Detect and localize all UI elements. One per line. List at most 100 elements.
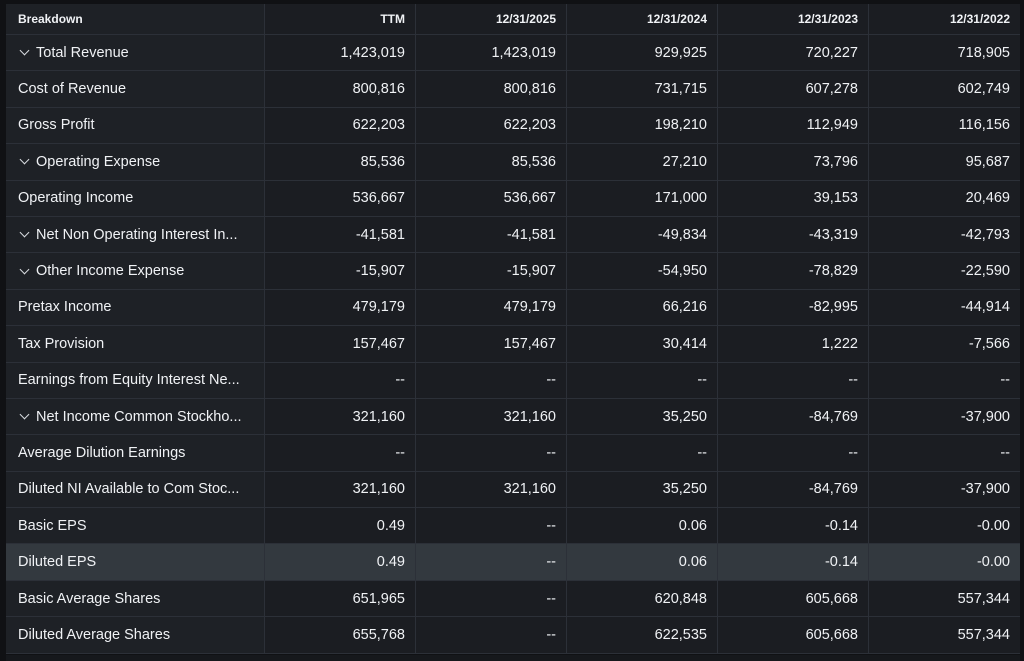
chevron-down-icon[interactable] xyxy=(19,45,30,56)
row-label-text: Net Income Common Stockho... xyxy=(36,408,242,425)
row-value-cell: 198,210 xyxy=(567,107,718,144)
chevron-down-icon[interactable] xyxy=(19,227,30,238)
row-value-cell: 0.49 xyxy=(265,508,416,544)
row-value-cell: 95,687 xyxy=(869,144,1020,180)
table-row[interactable]: Diluted EPS 0.49 -- 0.06 -0.14 -0.00 xyxy=(6,544,1020,581)
row-value-cell: -- xyxy=(718,435,869,471)
row-value-cell: 20,469 xyxy=(869,180,1020,216)
row-label[interactable]: Net Income Common Stockho... xyxy=(6,398,265,435)
row-value-cell: 112,949 xyxy=(718,107,869,144)
row-label: Basic Average Shares xyxy=(6,580,265,617)
table-row[interactable]: Other Income Expense -15,907 -15,907 -54,95… xyxy=(6,253,1020,290)
row-value-cell: 536,667 xyxy=(416,180,567,216)
table-row[interactable]: Operating Expense 85,536 85,536 27,210 73,79… xyxy=(6,144,1020,181)
row-value-cell: 655,768 xyxy=(265,617,416,653)
row-value-cell: -0.00 xyxy=(869,508,1020,544)
row-value-cell: 35,250 xyxy=(567,398,718,435)
row-value-cell: 321,160 xyxy=(416,398,567,435)
row-label-text: Diluted EPS xyxy=(18,554,97,571)
header-2022[interactable]: 12/31/2022 xyxy=(869,4,1020,34)
row-value-cell: 1,423,019 xyxy=(265,35,416,71)
row-label-text: Operating Income xyxy=(18,190,134,207)
row-label: Tax Provision xyxy=(6,326,265,362)
row-value-cell: -- xyxy=(416,617,567,653)
row-value-cell: -- xyxy=(416,508,567,544)
row-value-cell: 929,925 xyxy=(567,35,718,71)
row-value-cell: 800,816 xyxy=(416,71,567,107)
row-value-cell: 321,160 xyxy=(265,471,416,508)
row-value-cell: -- xyxy=(869,435,1020,471)
row-label-text: Operating Expense xyxy=(36,153,161,170)
row-label: Gross Profit xyxy=(6,107,265,144)
chevron-down-icon[interactable] xyxy=(19,409,30,420)
row-label: Cost of Revenue xyxy=(6,71,265,107)
row-value-cell: -41,581 xyxy=(416,216,567,253)
row-value-cell: 321,160 xyxy=(265,398,416,435)
row-value-cell: 651,965 xyxy=(265,580,416,617)
row-value-cell: 479,179 xyxy=(265,289,416,326)
row-label-text: Cost of Revenue xyxy=(18,81,127,98)
row-value-cell: -84,769 xyxy=(718,398,869,435)
table-row[interactable]: Diluted Average Shares 655,768 -- 622,535 60… xyxy=(6,617,1020,654)
row-value-cell: -41,581 xyxy=(265,216,416,253)
row-label[interactable]: Net Non Operating Interest In... xyxy=(6,216,265,253)
row-value-cell: -0.14 xyxy=(718,544,869,580)
table-row[interactable]: Basic EPS 0.49 -- 0.06 -0.14 -0.00 xyxy=(6,508,1020,545)
table-row[interactable]: Gross Profit 622,203 622,203 198,210 112,949… xyxy=(6,107,1020,145)
row-value-cell: -43,319 xyxy=(718,216,869,253)
row-value-cell: 85,536 xyxy=(416,144,567,180)
row-value-cell: 602,749 xyxy=(869,71,1020,107)
row-value-cell: -0.00 xyxy=(869,544,1020,580)
table-row[interactable]: Total Revenue 1,423,019 1,423,019 929,925 72… xyxy=(6,35,1020,72)
row-label[interactable]: Operating Expense xyxy=(6,144,265,180)
row-value-cell: -- xyxy=(718,362,869,398)
table-row[interactable]: Basic Average Shares 651,965 -- 620,848 605,… xyxy=(6,580,1020,618)
row-label-text: Basic EPS xyxy=(18,517,87,534)
row-label-text: Basic Average Shares xyxy=(18,590,161,607)
row-value-cell: 622,203 xyxy=(416,107,567,144)
row-label[interactable]: Other Income Expense xyxy=(6,253,265,289)
row-label-text: Diluted NI Available to Com Stoc... xyxy=(18,481,240,498)
row-value-cell: -0.14 xyxy=(718,508,869,544)
table-row[interactable]: Diluted NI Available to Com Stoc... 321,1… xyxy=(6,471,1020,509)
row-value-cell: 35,250 xyxy=(567,471,718,508)
row-value-cell: -- xyxy=(416,435,567,471)
row-value-cell: -54,950 xyxy=(567,253,718,289)
table-body: Total Revenue 1,423,019 1,423,019 929,925 72… xyxy=(6,35,1020,654)
row-value-cell: -22,590 xyxy=(869,253,1020,289)
row-value-cell: 85,536 xyxy=(265,144,416,180)
row-value-cell: 557,344 xyxy=(869,580,1020,617)
chevron-down-icon[interactable] xyxy=(19,154,30,165)
row-value-cell: 479,179 xyxy=(416,289,567,326)
table-bottom-edge xyxy=(6,655,1020,661)
row-value-cell: -49,834 xyxy=(567,216,718,253)
row-label-text: Average Dilution Earnings xyxy=(18,444,186,461)
row-label-text: Total Revenue xyxy=(36,44,129,61)
row-label[interactable]: Total Revenue xyxy=(6,35,265,71)
financials-table: Breakdown TTM 12/31/2025 12/31/2024 12/3… xyxy=(6,4,1020,654)
row-value-cell: 620,848 xyxy=(567,580,718,617)
row-value-cell: 557,344 xyxy=(869,617,1020,653)
table-row[interactable]: Tax Provision 157,467 157,467 30,414 1,222 -7… xyxy=(6,326,1020,363)
row-value-cell: 171,000 xyxy=(567,180,718,216)
table-row[interactable]: Net Income Common Stockho... 321,160 321,1… xyxy=(6,398,1020,436)
row-label: Pretax Income xyxy=(6,289,265,326)
table-row[interactable]: Operating Income 536,667 536,667 171,000 39,… xyxy=(6,180,1020,217)
row-label-text: Pretax Income xyxy=(18,299,112,316)
header-2024[interactable]: 12/31/2024 xyxy=(567,4,718,34)
row-label: Average Dilution Earnings xyxy=(6,435,265,471)
header-2025[interactable]: 12/31/2025 xyxy=(416,4,567,34)
header-2023[interactable]: 12/31/2023 xyxy=(718,4,869,34)
row-value-cell: -42,793 xyxy=(869,216,1020,253)
header-ttm[interactable]: TTM xyxy=(265,4,416,34)
table-row[interactable]: Average Dilution Earnings -- -- -- -- -- xyxy=(6,435,1020,472)
table-row[interactable]: Pretax Income 479,179 479,179 66,216 -82,995… xyxy=(6,289,1020,327)
table-row[interactable]: Net Non Operating Interest In... -41,581-… xyxy=(6,216,1020,254)
row-value-cell: -15,907 xyxy=(265,253,416,289)
row-label: Operating Income xyxy=(6,180,265,216)
table-row[interactable]: Cost of Revenue 800,816 800,816 731,715 607,… xyxy=(6,71,1020,108)
row-label: Earnings from Equity Interest Ne... xyxy=(6,362,265,398)
row-value-cell: -- xyxy=(567,362,718,398)
table-row[interactable]: Earnings from Equity Interest Ne... -- -- -… xyxy=(6,362,1020,399)
chevron-down-icon[interactable] xyxy=(19,264,30,274)
